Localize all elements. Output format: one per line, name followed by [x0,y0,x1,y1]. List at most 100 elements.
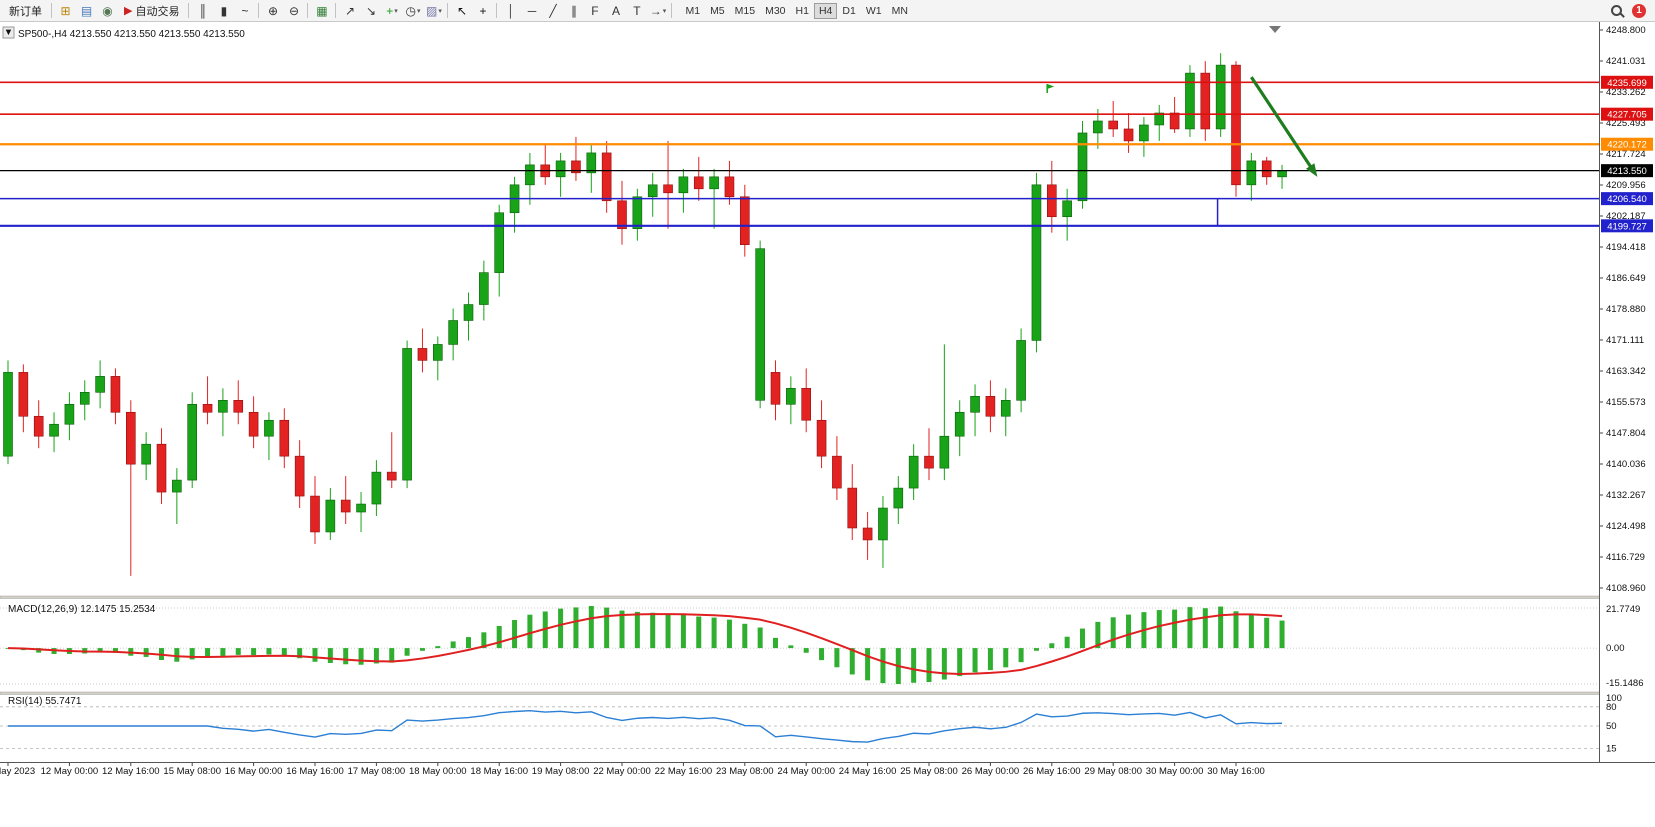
candle-body [33,415,44,437]
price-tick: 4132.267 [1606,490,1646,501]
price-tick: 4108.960 [1606,583,1646,594]
templates-icon[interactable]: ▨ ▾ [423,2,444,20]
macd-histogram-bar [634,611,640,649]
add-indicator-icon[interactable]: + ▾ [381,2,402,20]
toolbar-separator [51,3,52,18]
candle-body [3,372,13,457]
text-icon[interactable]: A [605,2,626,20]
timeframe-m15[interactable]: M15 [734,4,756,17]
fibonacci-icon: F [591,3,599,18]
candle-body [924,455,934,469]
vertical-line-icon[interactable]: │ [500,2,521,20]
bar-chart-icon[interactable]: ║ [192,2,213,20]
alerts-icon[interactable]: ◉ [97,2,118,20]
support-line-2-label: 4199.727 [1607,221,1647,232]
candle-body [786,388,796,405]
candle-body [18,372,29,417]
panel-separator[interactable] [0,595,1655,599]
periods-icon[interactable]: ◷ ▾ [402,2,423,20]
time-label: 26 May 16:00 [1023,766,1081,777]
horizontal-line-icon[interactable]: ─ [521,2,542,20]
price-tick: 4124.498 [1606,521,1646,532]
autotrading-button[interactable]: ▶ 自动交易 [118,2,185,20]
zoom-in-icon: ⊕ [267,3,278,18]
chart-svg[interactable]: ▼ 4248.800 4241.031 4233.262 4225.493 4217.72… [0,22,1655,827]
profiles-icon[interactable]: ▤ [76,2,97,20]
support-line-2-label-box [1601,219,1653,233]
chart-window[interactable]: ▼ 4248.800 4241.031 4233.262 4225.493 4217.72… [0,22,1655,827]
timeframe-w1[interactable]: W1 [865,4,882,17]
line-chart-icon[interactable]: ~ [234,2,255,20]
candlestick-chart-icon[interactable]: ▮ [213,2,234,20]
toolbar-separator [447,3,449,18]
time-label: 26 May 00:00 [962,766,1020,777]
zoom-in-icon[interactable]: ⊕ [262,2,283,20]
rsi-axis-label: 50 [1606,721,1617,732]
zoom-out-icon[interactable]: ⊖ [283,2,304,20]
macd-histogram [5,606,1285,684]
notification-badge[interactable]: 1 [1632,3,1646,18]
candle-body [463,304,474,321]
candle-body [218,399,228,413]
candle-body [693,176,704,190]
chart-shift-marker[interactable] [1269,26,1281,33]
trendline-icon[interactable]: ╱ [542,2,563,20]
macd-histogram-bar [711,617,717,649]
candle-body [1016,340,1026,401]
macd-histogram-bar [266,648,272,655]
charts-grid-icon[interactable]: ⊞ [55,2,76,20]
candle-body [187,403,197,481]
objects-list-icon[interactable]: ↘ [360,2,381,20]
macd-histogram-bar [189,648,195,660]
down-trend-arrow[interactable] [1250,76,1318,177]
cursor-icon[interactable]: ↖ [451,2,472,20]
price-scale[interactable] [1600,22,1655,827]
timeframe-h4[interactable]: H4 [813,2,838,19]
timeframe-m1[interactable]: M1 [685,4,701,17]
time-label: 16 May 16:00 [286,766,344,777]
arrows-icon[interactable]: → ▾ [647,2,668,20]
panel-separator[interactable] [0,691,1655,695]
candle-body [1000,399,1011,417]
channel-icon[interactable]: ∥ [563,2,584,20]
support-line-1-label-box [1601,192,1653,206]
new-order-button[interactable]: 新订单 [3,2,48,20]
timeframe-d1[interactable]: D1 [842,4,856,17]
price-chart-plot[interactable] [0,22,1600,596]
macd-histogram-bar [588,606,594,649]
timeframe-m5[interactable]: M5 [710,4,725,17]
periods-icon: ◷ [405,3,416,18]
one-click-trading-toggle[interactable] [2,26,15,39]
trendline-icon: ╱ [549,3,557,18]
indicators-icon[interactable]: ↗ [339,2,360,20]
candle-body [202,403,213,413]
timeframe-h1[interactable]: H1 [795,4,809,17]
zoom-out-icon: ⊖ [288,3,299,18]
tile-windows-icon[interactable]: ▦ [311,2,332,20]
macd-histogram-bar [757,627,763,649]
candle-body [448,320,458,345]
autotrading-button-label: 自动交易 [135,5,180,18]
crosshair-icon[interactable]: + [472,2,493,20]
candle-body [601,152,612,202]
macd-signal-line [7,613,1283,675]
rsi-axis-label: 100 [1606,693,1622,704]
timeframe-mn[interactable]: MN [891,4,908,17]
macd-histogram-bar [819,648,825,661]
candle-body [816,419,827,457]
flag-marker[interactable] [1046,84,1055,94]
fibonacci-icon[interactable]: F [584,2,605,20]
toolbar-separator [258,3,260,18]
time-label: 18 May 00:00 [409,766,467,777]
search-icon[interactable] [1611,5,1622,16]
charts-grid-icon: ⊞ [60,3,71,18]
timeframe-m30[interactable]: M30 [765,4,786,17]
macd-histogram-bar [1018,648,1024,663]
arrow-shaft [1250,76,1314,171]
candle-body [110,376,121,413]
chart-generated-content: ▼ 4248.800 4241.031 4233.262 4225.493 4217.72… [0,22,1655,827]
macd-histogram-bar [419,648,425,651]
candle-body [847,487,858,529]
text-label-icon[interactable]: T [626,2,647,20]
